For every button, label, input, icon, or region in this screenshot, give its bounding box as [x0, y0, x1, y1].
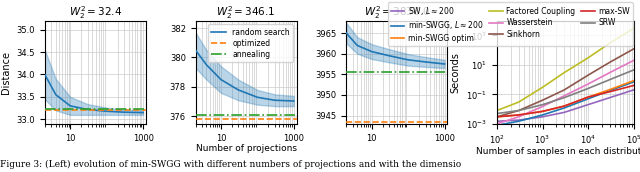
min-SWGG optim: [539, 110, 547, 112]
Line: Wasserstein: Wasserstein: [497, 60, 634, 124]
Line: SW, $L\approx200$: SW, $L\approx200$: [497, 90, 634, 121]
Text: Figure 3: (Left) evolution of min-SWGG with different numbers of projections and: Figure 3: (Left) evolution of min-SWGG w…: [0, 159, 461, 169]
min-SWGG optim: [561, 105, 568, 107]
SW, $L\approx200$: [561, 111, 568, 113]
max-SW: [630, 84, 637, 87]
Sinkhorn: [493, 116, 501, 118]
Wasserstein: [515, 116, 522, 118]
Wasserstein: [539, 105, 547, 108]
max-SW: [606, 91, 614, 93]
Factored Coupling: [493, 110, 501, 112]
Sinkhorn: [539, 99, 547, 101]
Line: max-SW: max-SW: [497, 85, 634, 117]
min-SWGG, $L\approx200$: [493, 124, 501, 126]
SRW: [493, 112, 501, 115]
Line: SRW: SRW: [497, 70, 634, 114]
min-SWGG, $L\approx200$: [584, 98, 592, 100]
Wasserstein: [493, 123, 501, 125]
X-axis label: Number of samples in each distribution: Number of samples in each distribution: [476, 147, 640, 156]
Legend: random search, optimized, annealing: random search, optimized, annealing: [208, 24, 293, 62]
Factored Coupling: [606, 42, 614, 44]
Factored Coupling: [584, 57, 592, 59]
min-SWGG, $L\approx200$: [515, 120, 522, 122]
SRW: [515, 110, 522, 112]
min-SWGG, $L\approx200$: [606, 90, 614, 92]
SW, $L\approx200$: [493, 120, 501, 122]
Sinkhorn: [630, 48, 637, 50]
min-SWGG, $L\approx200$: [630, 81, 637, 83]
min-SWGG optim: [584, 96, 592, 98]
max-SW: [539, 110, 547, 112]
Factored Coupling: [561, 72, 568, 74]
min-SWGG optim: [630, 80, 637, 82]
SW, $L\approx200$: [515, 119, 522, 121]
SRW: [561, 97, 568, 99]
max-SW: [515, 114, 522, 116]
max-SW: [584, 96, 592, 98]
Wasserstein: [584, 83, 592, 85]
max-SW: [561, 105, 568, 107]
Title: $W_2^2=3836.0$: $W_2^2=3836.0$: [364, 4, 430, 21]
min-SWGG, $L\approx200$: [539, 114, 547, 116]
Wasserstein: [606, 72, 614, 74]
min-SWGG optim: [515, 114, 522, 116]
min-SWGG, $L\approx200$: [561, 107, 568, 109]
Sinkhorn: [561, 89, 568, 91]
Legend: SW, $L\approx200$, min-SWGG, $L\approx200$, min-SWGG optim, Factored Coupling, W: SW, $L\approx200$, min-SWGG, $L\approx20…: [388, 2, 633, 46]
Title: $W_2^2=346.1$: $W_2^2=346.1$: [216, 4, 276, 21]
Factored Coupling: [630, 27, 637, 29]
Line: Sinkhorn: Sinkhorn: [497, 49, 634, 117]
Wasserstein: [630, 59, 637, 61]
SW, $L\approx200$: [630, 89, 637, 91]
Wasserstein: [561, 95, 568, 97]
SW, $L\approx200$: [539, 116, 547, 118]
Line: Factored Coupling: Factored Coupling: [497, 28, 634, 111]
SRW: [584, 87, 592, 89]
Y-axis label: Distance: Distance: [1, 51, 11, 94]
Line: min-SWGG optim: min-SWGG optim: [497, 81, 634, 117]
max-SW: [493, 116, 501, 118]
Sinkhorn: [515, 110, 522, 112]
SRW: [630, 69, 637, 71]
Factored Coupling: [515, 101, 522, 103]
X-axis label: Number of projections: Number of projections: [196, 144, 296, 153]
min-SWGG optim: [606, 89, 614, 91]
Factored Coupling: [539, 86, 547, 88]
Sinkhorn: [606, 61, 614, 63]
Y-axis label: Seconds: Seconds: [451, 52, 461, 93]
Title: $W_2^2=32.4$: $W_2^2=32.4$: [68, 4, 122, 21]
SW, $L\approx200$: [584, 104, 592, 106]
SW, $L\approx200$: [606, 97, 614, 99]
Line: min-SWGG, $L\approx200$: min-SWGG, $L\approx200$: [497, 82, 634, 125]
SRW: [606, 79, 614, 81]
min-SWGG optim: [493, 116, 501, 118]
SRW: [539, 104, 547, 106]
Sinkhorn: [584, 74, 592, 76]
